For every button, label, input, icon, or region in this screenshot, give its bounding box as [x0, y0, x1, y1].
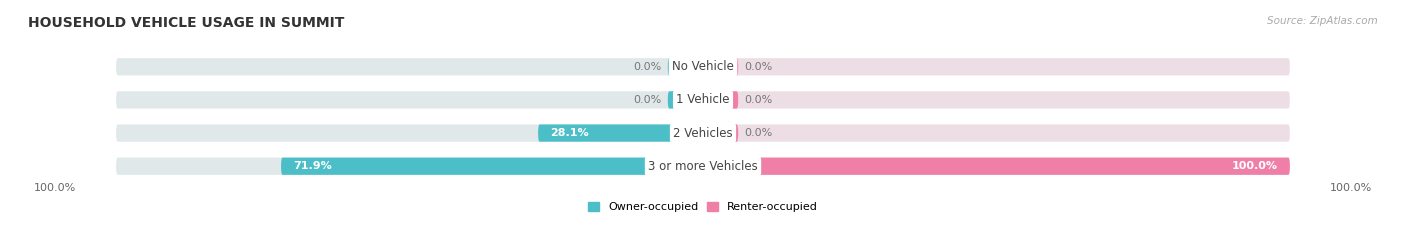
FancyBboxPatch shape	[703, 124, 1289, 142]
FancyBboxPatch shape	[703, 58, 1289, 75]
Text: 100.0%: 100.0%	[1232, 161, 1278, 171]
FancyBboxPatch shape	[281, 158, 703, 175]
Text: 0.0%: 0.0%	[634, 62, 662, 72]
Text: 100.0%: 100.0%	[34, 183, 76, 193]
FancyBboxPatch shape	[668, 91, 703, 109]
FancyBboxPatch shape	[703, 91, 738, 109]
FancyBboxPatch shape	[538, 124, 703, 142]
FancyBboxPatch shape	[117, 124, 703, 142]
Text: 0.0%: 0.0%	[634, 95, 662, 105]
FancyBboxPatch shape	[117, 158, 703, 175]
Text: 3 or more Vehicles: 3 or more Vehicles	[648, 160, 758, 173]
FancyBboxPatch shape	[703, 124, 738, 142]
Text: 0.0%: 0.0%	[744, 62, 772, 72]
FancyBboxPatch shape	[117, 58, 703, 75]
FancyBboxPatch shape	[703, 158, 1289, 175]
Text: HOUSEHOLD VEHICLE USAGE IN SUMMIT: HOUSEHOLD VEHICLE USAGE IN SUMMIT	[28, 16, 344, 30]
Text: 2 Vehicles: 2 Vehicles	[673, 127, 733, 140]
Text: 0.0%: 0.0%	[744, 128, 772, 138]
FancyBboxPatch shape	[703, 58, 738, 75]
FancyBboxPatch shape	[117, 91, 703, 109]
Legend: Owner-occupied, Renter-occupied: Owner-occupied, Renter-occupied	[588, 202, 818, 212]
FancyBboxPatch shape	[668, 58, 703, 75]
Text: Source: ZipAtlas.com: Source: ZipAtlas.com	[1267, 16, 1378, 26]
FancyBboxPatch shape	[703, 91, 1289, 109]
FancyBboxPatch shape	[703, 158, 1289, 175]
Text: 71.9%: 71.9%	[292, 161, 332, 171]
Text: 28.1%: 28.1%	[550, 128, 589, 138]
Text: 0.0%: 0.0%	[744, 95, 772, 105]
Text: 100.0%: 100.0%	[1330, 183, 1372, 193]
Text: No Vehicle: No Vehicle	[672, 60, 734, 73]
Text: 1 Vehicle: 1 Vehicle	[676, 93, 730, 106]
